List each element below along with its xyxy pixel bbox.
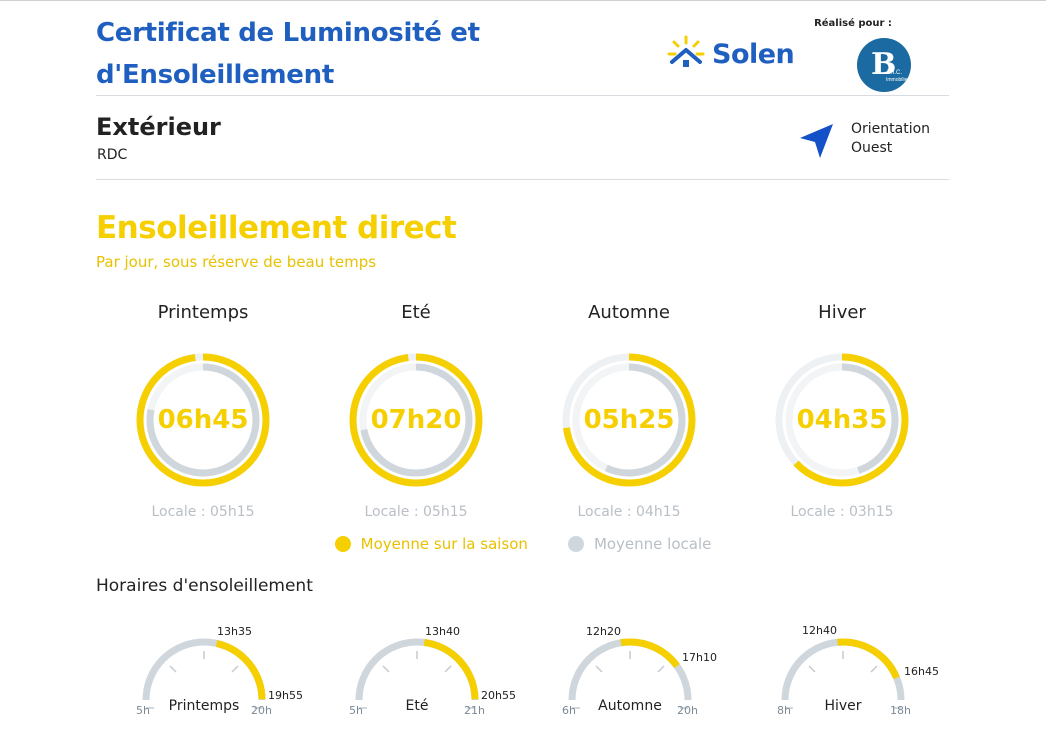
orientation-value: Ouest xyxy=(851,140,893,156)
gauge-name: Automne xyxy=(598,698,662,714)
gauge-automne: 6h 20h 12h20 17h10 Automne xyxy=(542,620,718,730)
legend-item-season: Moyenne sur la saison xyxy=(334,535,528,553)
gauge-ticks xyxy=(572,651,688,709)
gauge-printemps: 5h 20h 13h35 19h55 Printemps xyxy=(116,620,303,730)
ring-season-arc xyxy=(136,353,270,487)
room-floor: RDC xyxy=(97,147,128,163)
gauge-sun-start: 12h20 xyxy=(586,625,621,638)
season-ring: 05h25 xyxy=(559,350,699,490)
hours-title: Horaires d'ensoleillement xyxy=(96,576,313,596)
ring-local-arc xyxy=(359,363,473,477)
solen-logo: Solen xyxy=(666,34,795,74)
local-value: Locale : 03h15 xyxy=(790,504,894,520)
svg-text:Immobilier: Immobilier xyxy=(886,77,909,83)
season-value: 06h45 xyxy=(157,405,249,435)
navigation-arrow-icon xyxy=(800,124,833,158)
gauge-sun-arc xyxy=(837,638,900,680)
gauge-ticks xyxy=(146,651,262,709)
gauge-name: Hiver xyxy=(824,698,862,714)
gauge-track xyxy=(568,638,692,701)
page-title: Certificat de Luminosité et d'Ensoleille… xyxy=(96,12,616,96)
legend-item-local: Moyenne locale xyxy=(567,535,712,553)
gauge-name: Eté xyxy=(405,698,429,714)
gauge-sun-end: 16h45 xyxy=(904,665,939,678)
legend-label-season: Moyenne sur la saison xyxy=(360,535,528,553)
orientation: Orientation Ouest xyxy=(851,120,930,158)
season-ring: 07h20 xyxy=(346,350,486,490)
legend-dot-local xyxy=(567,536,584,552)
season-card-printemps: Printemps 06h45 Locale : 05h15 xyxy=(93,300,313,524)
brand-name: Solen xyxy=(712,38,795,70)
sun-house-icon xyxy=(667,35,705,67)
gauge-ticks xyxy=(785,651,901,709)
gauge-ete: 5h 21h 13h40 20h55 Eté xyxy=(329,620,516,730)
divider-top xyxy=(96,95,949,96)
season-card-automne: Automne 05h25 Locale : 04h15 xyxy=(519,300,739,524)
gauge-hiver: 8h 18h 12h40 16h45 Hiver xyxy=(755,620,939,730)
gauge-range-end: 18h xyxy=(890,704,911,717)
room-name: Extérieur xyxy=(96,113,221,141)
ring-season-arc xyxy=(775,353,909,487)
gauge-sun-start: 13h35 xyxy=(217,625,252,638)
season-name: Printemps xyxy=(157,302,249,323)
legend-dot-season xyxy=(334,536,351,552)
season-card-ete: Eté 07h20 Locale : 05h15 xyxy=(306,300,526,524)
gauge-name: Printemps xyxy=(168,698,240,714)
gauge-sun-end: 17h10 xyxy=(682,651,717,664)
gauge-sun-arc xyxy=(215,639,266,700)
season-name: Automne xyxy=(588,302,670,323)
legend-label-local: Moyenne locale xyxy=(593,535,712,553)
season-name: Eté xyxy=(401,302,431,323)
section-subtitle: Par jour, sous réserve de beau temps xyxy=(96,253,377,271)
svg-text:B: B xyxy=(871,47,896,82)
made-for-label: Réalisé pour : xyxy=(814,18,892,29)
season-value: 05h25 xyxy=(583,405,675,435)
local-value: Locale : 04h15 xyxy=(577,504,681,520)
divider-middle xyxy=(96,179,949,180)
gauge-sun-start: 13h40 xyxy=(425,625,460,638)
top-border xyxy=(0,0,1046,1)
gauge-range-start: 8h xyxy=(777,704,791,717)
season-card-hiver: Hiver 04h35 Locale : 03h15 xyxy=(732,300,952,524)
gauge-range-end: 20h xyxy=(251,704,272,717)
title-line-2: d'Ensoleillement xyxy=(96,60,334,90)
ring-season-arc xyxy=(349,353,483,487)
season-value: 04h35 xyxy=(796,405,888,435)
gauge-range-end: 20h xyxy=(677,704,698,717)
legend: Moyenne sur la saison Moyenne locale xyxy=(0,535,1046,553)
client-logo: B B.I.C. Immobilier xyxy=(857,38,911,92)
svg-text:B.I.C.: B.I.C. xyxy=(887,70,902,76)
gauge-range-start: 5h xyxy=(136,704,150,717)
gauge-sun-end: 20h55 xyxy=(481,689,516,702)
gauge-sun-arc xyxy=(423,638,479,700)
local-value: Locale : 05h15 xyxy=(364,504,468,520)
gauge-sun-end: 19h55 xyxy=(268,689,303,702)
gauge-range-start: 6h xyxy=(562,704,576,717)
gauge-range-end: 21h xyxy=(464,704,485,717)
gauge-sun-start: 12h40 xyxy=(802,624,837,637)
title-line-1: Certificat de Luminosité et xyxy=(96,18,480,48)
ring-local-arc xyxy=(146,363,260,477)
gauge-track xyxy=(355,638,479,701)
ring-season-arc xyxy=(562,353,696,487)
orientation-label: Orientation xyxy=(851,121,931,137)
ring-local-arc xyxy=(785,363,899,477)
local-value: Locale : 05h15 xyxy=(151,504,255,520)
gauge-track xyxy=(781,638,905,701)
season-value: 07h20 xyxy=(370,405,462,435)
gauge-track xyxy=(142,638,266,701)
gauge-ticks xyxy=(359,651,475,709)
season-ring: 04h35 xyxy=(772,350,912,490)
section-title: Ensoleillement direct xyxy=(96,210,457,246)
gauge-sun-arc xyxy=(620,638,680,669)
season-name: Hiver xyxy=(818,302,866,323)
ring-local-arc xyxy=(572,363,686,477)
gauge-range-start: 5h xyxy=(349,704,363,717)
season-ring: 06h45 xyxy=(133,350,273,490)
